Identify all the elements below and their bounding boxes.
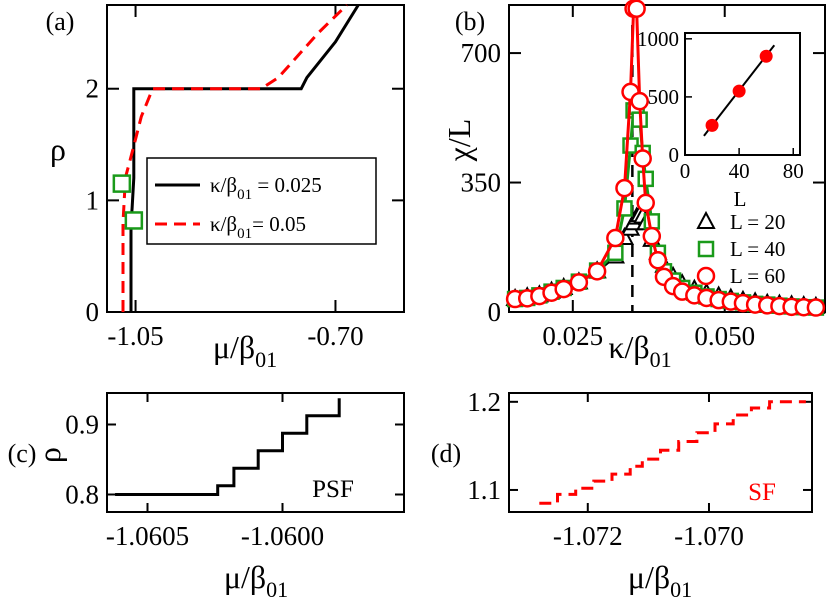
panel-2: -1.0605 -1.0600 0.8 0.9 PSF (c)ρ μ/β01 <box>8 392 405 602</box>
panel-1: 0.025 0.050 0 350 700 L = 20 L = 40 L = 60 0 40 80… <box>441 0 826 372</box>
y-tick-label: 0 <box>86 297 100 327</box>
x-axis-label-main: κ/β <box>608 329 649 365</box>
legend-square <box>697 240 715 258</box>
y-axis-label: ρ <box>50 131 66 167</box>
legend-label: κ/β01= 0.05 <box>210 212 306 242</box>
y-tick-label: 1.1 <box>467 475 501 505</box>
x-axis-label-main: μ/β <box>213 329 255 365</box>
legend-label-sub: 01 <box>237 226 252 242</box>
x-axis-label: μ/β01 <box>213 329 277 372</box>
x-axis-label: μ/β01 <box>628 559 692 602</box>
circle-marker <box>806 298 826 317</box>
legend-label-tail: = 0.025 <box>252 173 322 197</box>
inset-x-tick-label: 0 <box>680 159 691 183</box>
series-line-0 <box>539 400 806 505</box>
circle-marker <box>587 262 607 281</box>
panel-label: (c) <box>8 439 37 468</box>
x-axis-label-sub: 01 <box>255 347 277 372</box>
y-axis-label: χ/L <box>441 119 477 163</box>
x-tick-label: -1.05 <box>107 321 163 351</box>
x-axis-label: μ/β01 <box>224 559 288 602</box>
y-tick-label: 0 <box>488 297 502 327</box>
legend-triangle <box>696 210 716 229</box>
inset-y-tick-label: 0 <box>669 143 680 167</box>
inset-y-tick-label: 500 <box>648 85 680 109</box>
x-tick-label: -1.0605 <box>106 521 189 551</box>
legend-circle <box>696 266 716 286</box>
plot-frame <box>106 4 405 313</box>
x-axis-label: κ/β01 <box>608 329 671 372</box>
x-tick-label: -1.0600 <box>241 521 324 551</box>
panel-label: (a) <box>46 7 75 36</box>
inset-point <box>759 49 773 63</box>
plot-frame <box>508 4 826 313</box>
circle-marker <box>627 0 646 18</box>
panel-3: -1.072 -1.070 1.1 1.2 SF (d) μ/β01 <box>431 387 813 602</box>
y-tick-label: 0.8 <box>65 480 99 510</box>
circle-marker <box>569 273 589 292</box>
annotation-label: SF <box>748 479 776 506</box>
panel-label: (d) <box>431 439 461 468</box>
y-tick-label: 1.2 <box>467 387 501 417</box>
legend-label-tail: = 0.05 <box>252 212 306 236</box>
y-tick-label: 350 <box>461 168 502 198</box>
inset-x-tick-label: 80 <box>783 159 804 183</box>
legend-label-main: κ/β <box>210 173 237 197</box>
y-tick-label: 700 <box>461 38 502 68</box>
plot-frame <box>106 392 405 513</box>
plot-frame <box>508 392 813 513</box>
series-line-1 <box>121 3 348 312</box>
x-axis-label-sub: 01 <box>670 577 692 602</box>
y-tick-label: 0.9 <box>65 410 99 440</box>
inset: 0 40 80 0 500 1000 L <box>637 25 809 211</box>
x-axis-label-main: μ/β <box>224 559 266 595</box>
y-tick-label: 2 <box>86 74 100 104</box>
x-axis-label-main: μ/β <box>628 559 670 595</box>
legend: L = 20 L = 40 L = 60 <box>696 210 785 288</box>
panel-label: (b) <box>455 7 485 36</box>
inset-frame <box>684 32 801 156</box>
circle-marker <box>615 178 634 198</box>
x-tick-label: -1.070 <box>674 521 744 551</box>
square-marker <box>112 174 132 193</box>
inset-x-label: L <box>734 187 747 211</box>
square-marker <box>124 211 144 230</box>
legend-label-main: κ/β <box>210 212 237 236</box>
legend-label: L = 60 <box>730 264 785 288</box>
annotation-label: PSF <box>312 476 354 503</box>
circle-marker <box>630 91 649 111</box>
circle-marker <box>554 279 573 299</box>
x-tick-label: -1.072 <box>553 521 623 551</box>
y-axis-label: ρ <box>31 447 67 463</box>
legend-label: κ/β01 = 0.025 <box>210 173 322 203</box>
inset-point <box>705 118 719 132</box>
inset-x-tick-label: 40 <box>729 159 750 183</box>
circle-marker <box>636 193 655 213</box>
x-tick-label: 0.050 <box>694 321 755 351</box>
inset-point <box>732 84 746 98</box>
circle-marker <box>606 228 625 248</box>
legend-label-sub: 01 <box>237 187 252 203</box>
series-line-0 <box>115 398 341 496</box>
x-tick-label: 0.025 <box>542 321 603 351</box>
circle-marker <box>642 226 662 246</box>
inset-y-tick-label: 1000 <box>637 27 679 51</box>
circle-marker <box>633 149 652 168</box>
x-tick-label: -0.70 <box>307 321 363 351</box>
x-axis-label-sub: 01 <box>266 577 288 602</box>
y-tick-label: 1 <box>86 185 100 215</box>
legend-label: L = 40 <box>730 237 785 261</box>
x-axis-label-sub: 01 <box>650 347 672 372</box>
circle-marker <box>648 250 668 270</box>
legend-box <box>146 157 377 245</box>
legend-label: L = 20 <box>730 210 785 234</box>
